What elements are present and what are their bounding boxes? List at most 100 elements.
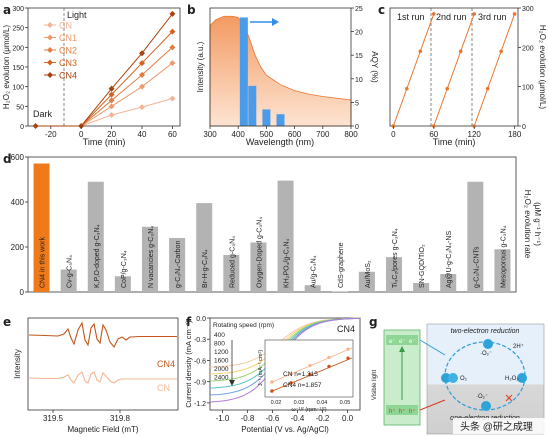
h2o2-label: H₂O₂ xyxy=(505,376,519,382)
panel-a-xticks: -20 0 20 40 60 xyxy=(45,126,177,139)
valence-band xyxy=(386,405,418,415)
ytick-label: -0.9 xyxy=(194,380,206,387)
ytick-label: 100 xyxy=(522,85,534,92)
panel-b-plot xyxy=(209,15,352,127)
panel-c-xticks: 0 60 120 180 xyxy=(391,126,522,139)
kl-inset-xticks: 0.02 0.03 0.04 0.05 xyxy=(271,400,351,406)
panel-e-frame xyxy=(27,317,179,411)
panel-g-letter: g xyxy=(369,315,378,329)
panel-a-plot xyxy=(32,10,176,129)
data-point xyxy=(108,91,115,98)
ytick-label: 0.0 xyxy=(196,316,206,323)
data-point xyxy=(169,44,176,51)
speed-400: 400 xyxy=(214,332,225,339)
panel-a-yticks: 0 50 100 150 200 250 300 xyxy=(12,6,28,131)
panel-b-y2ticks: 0 5 10 15 20 25 xyxy=(351,6,363,131)
kl-cn-point xyxy=(327,355,331,360)
panel-b-letter: b xyxy=(187,3,196,17)
electron-transfer-arrow-icon xyxy=(419,339,446,356)
panel-d: d CN4 in this work Cv-g-C₃N₄ K,P,O-doped g… xyxy=(3,152,542,297)
y2tick-label: 10 xyxy=(355,77,363,84)
bar-label-11: CdS-graphene xyxy=(338,242,345,288)
panel-d-plot: CN4 in this work Cv-g-C₃N₄ K,P,O-doped g-C… xyxy=(33,163,511,292)
bar-15 xyxy=(440,274,457,292)
aqy-bar-420 xyxy=(239,17,248,126)
panel-c-ylabel: H₂O₂ evolution (μmol/L) xyxy=(538,25,547,110)
aqy-bar-450 xyxy=(248,85,257,126)
superoxide-molecule-icon-2 xyxy=(481,401,491,411)
bar-label-10: Au/g-C₃N₄ xyxy=(311,255,318,288)
data-point xyxy=(108,97,115,104)
excitation-arrowhead-icon xyxy=(399,346,405,352)
kl-xtick-label: 0.03 xyxy=(294,400,305,406)
xtick-label: 500 xyxy=(260,130,274,139)
ytick-label: 150 xyxy=(12,65,24,72)
vb-holes-2: h⁺ xyxy=(399,408,406,415)
bar-label-9: KH₂PO₄/g-C₃N₄ xyxy=(284,238,291,288)
xtick-label: 0 xyxy=(79,130,84,139)
aqy-bar-550 xyxy=(276,114,285,126)
ytick-label: 0 xyxy=(20,124,24,131)
bar-label-14: SN-GQD/TiO₂ xyxy=(419,244,426,288)
arrow-to-aqy-icon xyxy=(250,18,279,26)
data-point xyxy=(139,104,145,111)
ytick-label: 200 xyxy=(11,243,25,252)
dark-label: Dark xyxy=(33,109,53,119)
panel-b-ylabel: Intensity (a.u.) xyxy=(196,41,205,92)
run-3-label: 3rd run xyxy=(478,12,507,22)
panel-d-yticks: 0 200 400 600 xyxy=(11,153,28,297)
kl-inset-frame xyxy=(264,339,354,398)
bar-label-0: CN4 in this work xyxy=(40,237,47,288)
y2tick-label: 0 xyxy=(355,124,359,131)
data-point xyxy=(139,71,145,78)
xtick-label: 60 xyxy=(429,130,438,139)
run-line-1 xyxy=(392,13,435,127)
panel-g: g two-electron reduction one-electron re… xyxy=(369,315,548,435)
data-point xyxy=(108,85,115,92)
data-point xyxy=(458,49,463,54)
xtick-label: 0 xyxy=(391,130,396,139)
panel-e-letter: e xyxy=(3,315,11,329)
series-line-cn1 xyxy=(35,62,173,127)
kl-points xyxy=(270,347,350,393)
kl-cn4-point xyxy=(327,364,331,369)
bar-label-16: g-C₃N₄-CNTs xyxy=(473,246,480,288)
panel-d-ylabel: H₂O₂ evolution rate xyxy=(523,190,532,259)
legend-label-cn4: CN4 xyxy=(59,71,77,81)
speed-2400: 2400 xyxy=(214,375,229,382)
aqy-bar-500 xyxy=(262,109,271,126)
blocked-pathway-icon xyxy=(505,394,513,402)
kl-cn4-point xyxy=(270,389,274,393)
panel-d-letter: d xyxy=(3,152,12,166)
bar-7 xyxy=(223,254,240,292)
panel-b-y2label: AQY (%) xyxy=(370,51,379,83)
data-point xyxy=(139,60,145,67)
watermark: 头条 @研之成理 xyxy=(460,420,533,433)
h2o2-molecule-icon xyxy=(517,373,527,383)
bar-10 xyxy=(304,285,321,292)
light-label: Light xyxy=(67,10,87,20)
panel-c-plot xyxy=(391,12,517,128)
legend-marker-cn1 xyxy=(47,34,53,41)
bar-1 xyxy=(60,269,77,292)
kl-cn4-point xyxy=(289,381,293,385)
epr-cn-trace xyxy=(28,371,177,384)
ytick-label: 600 xyxy=(11,153,25,162)
panel-e-xlabel: Magnetic Field (mT) xyxy=(67,425,138,434)
epr-cn-label: CN xyxy=(157,383,170,393)
kl-cn-point xyxy=(270,380,274,384)
kl-cn4-point xyxy=(346,356,350,360)
speed-800: 800 xyxy=(214,341,225,348)
panel-b-xticks: 300 400 500 600 700 800 xyxy=(203,126,358,139)
xtick-label: 40 xyxy=(138,130,147,139)
bar-label-2: K,P,O-doped g-C₃N₄ xyxy=(94,224,101,288)
speed-2000: 2000 xyxy=(214,366,229,373)
bar-8 xyxy=(250,242,267,292)
panel-b-xlabel: Wavelength (nm) xyxy=(246,137,314,147)
xtick-label: 20 xyxy=(107,130,116,139)
data-point xyxy=(499,49,503,54)
xtick-label: 0.0 xyxy=(342,414,354,423)
data-point xyxy=(485,86,490,91)
bar-17 xyxy=(494,249,511,292)
